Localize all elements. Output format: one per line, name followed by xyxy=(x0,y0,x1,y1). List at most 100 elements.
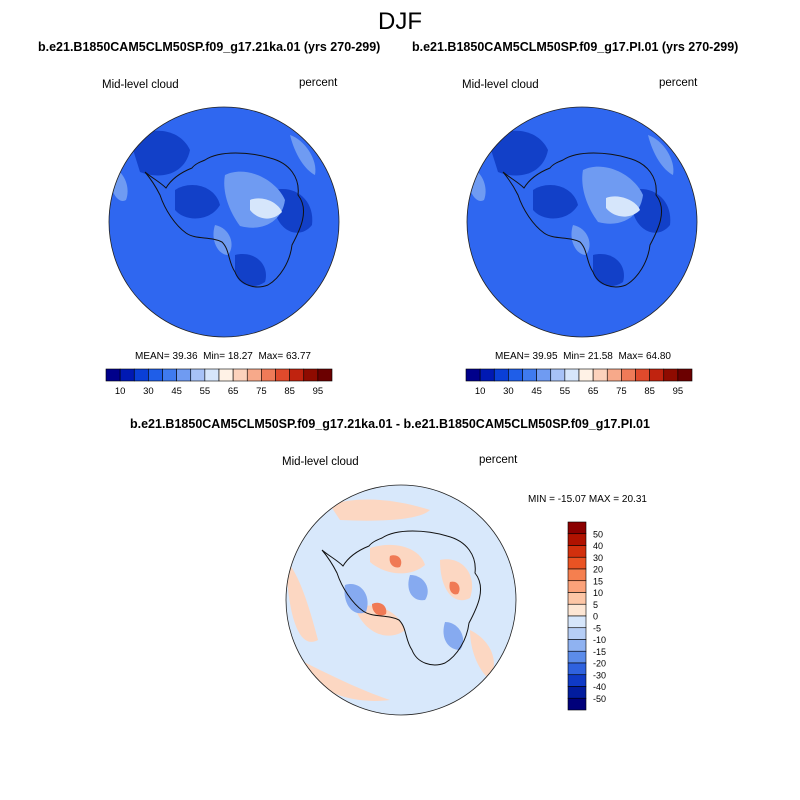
panel1-colorbar-box xyxy=(190,368,206,382)
panel3-colorbar-tick-label: 15 xyxy=(593,576,603,586)
panel3-colorbar-box xyxy=(567,686,587,699)
map3-field-strong-positive-region xyxy=(372,602,387,616)
map3-field-strong-positive-region xyxy=(449,581,460,595)
panel3-title: b.e21.B1850CAM5CLM50SP.f09_g17.21ka.01 -… xyxy=(130,417,650,431)
panel1-min-label: Min= xyxy=(203,351,226,362)
map1-field-light-region xyxy=(290,135,316,175)
map1-field-dark-region xyxy=(175,185,220,219)
panel3-stats: MIN = -15.07 MAX = 20.31 xyxy=(528,494,647,505)
panel3-colorbar-box xyxy=(567,568,587,582)
panel2-colorbar-tick-label: 45 xyxy=(531,386,542,397)
map-panel2 xyxy=(466,106,698,338)
panel3-colorbar-tick-label: -40 xyxy=(593,682,606,692)
panel2-colorbar-box xyxy=(508,368,523,382)
panel3-colorbar-box xyxy=(567,650,587,664)
panel3-colorbar-box xyxy=(567,662,587,676)
panel3-colorbar-box xyxy=(567,603,587,617)
panel2-colorbar-tick-label: 65 xyxy=(588,386,599,397)
panel2-min-value: 21.58 xyxy=(587,351,613,362)
map-panel3 xyxy=(285,484,517,716)
map2-boundary xyxy=(466,106,698,338)
panel3-colorbar-box xyxy=(567,615,587,629)
map2-field-dark-region xyxy=(593,254,624,287)
panel3-colorbar-box xyxy=(567,627,587,640)
map3-coastline xyxy=(321,530,481,666)
panel1-colorbar-box xyxy=(261,368,276,382)
panel3-colorbar-tick-label: 20 xyxy=(593,565,603,575)
map1-field-dark-region xyxy=(235,254,266,287)
panel2-colorbar-box xyxy=(663,368,679,382)
panel2-colorbar-box xyxy=(550,368,566,382)
panel1-colorbar-tick-label: 75 xyxy=(256,386,267,397)
panel2-colorbar-box xyxy=(621,368,636,382)
panel2-colorbar: 10 30 45 55 65 75 85 95 xyxy=(465,368,693,397)
panel1-colorbar-box xyxy=(105,368,121,382)
panel1-colorbar-box xyxy=(176,368,192,382)
map1-field-dark-region xyxy=(130,130,190,176)
panel1-max-label: Max= xyxy=(258,351,284,362)
panel2-max-value: 64.80 xyxy=(645,351,671,362)
panel3-units-label: percent xyxy=(479,454,518,466)
panel2-colorbar-box xyxy=(479,368,495,382)
panel1-colorbar-box xyxy=(275,368,290,382)
panel2-colorbar-box xyxy=(493,368,509,382)
panel3-colorbar-tick-label: 10 xyxy=(593,588,603,598)
panel1-colorbar-box xyxy=(119,368,135,382)
map2-field-dark-region xyxy=(488,130,548,176)
map2-field-dark-region xyxy=(533,185,578,219)
map3-field-negative-region xyxy=(344,584,368,614)
panel3-colorbar-box xyxy=(567,521,587,535)
panel2-colorbar-box xyxy=(606,368,622,382)
panel3-colorbar-box xyxy=(567,697,587,711)
panel3-colorbar-box xyxy=(567,545,587,558)
map2-field-light-region xyxy=(571,225,590,255)
panel1-colorbar-box xyxy=(148,368,163,382)
panel2-colorbar-tick-label: 30 xyxy=(503,386,514,397)
panel1-colorbar-tick-label: 30 xyxy=(143,386,154,397)
panel1-colorbar-tick-label: 45 xyxy=(171,386,182,397)
panel3-colorbar-tick-label: -5 xyxy=(593,623,601,633)
panel1-colorbar: 10 30 45 55 65 75 85 95 xyxy=(105,368,333,397)
figure-title: DJF xyxy=(378,8,422,35)
panel2-colorbar-box xyxy=(635,368,650,382)
panel3-colorbar-box xyxy=(567,592,587,605)
panel3-colorbar-box xyxy=(567,556,587,570)
map3-field-positive-region xyxy=(470,630,494,680)
panel3-colorbar-box xyxy=(567,533,587,546)
panel2-min-label: Min= xyxy=(563,351,586,362)
panel2-colorbar-tick-label: 75 xyxy=(616,386,627,397)
panel1-colorbar-box xyxy=(133,368,149,382)
map3-field-positive-region xyxy=(286,560,318,642)
panel1-colorbar-box xyxy=(289,368,305,382)
panel3-colorbar-tick-label: -50 xyxy=(593,694,606,704)
panel3-colorbar-tick-label: -10 xyxy=(593,635,606,645)
panel3-colorbar-box xyxy=(567,580,587,593)
panel3-colorbar-box xyxy=(567,674,587,687)
panel3-colorbar-tick-label: -20 xyxy=(593,659,606,669)
map3-field xyxy=(286,485,516,715)
panel2-mean-label: MEAN= xyxy=(495,351,530,362)
map2-field-light-region xyxy=(648,135,674,175)
panel3-colorbar-tick-label: 30 xyxy=(593,553,603,563)
panel2-units-label: percent xyxy=(659,77,698,89)
panel2-max-label: Max= xyxy=(618,351,644,362)
panel1-mean-value: 39.36 xyxy=(172,351,198,362)
panel2-colorbar-box xyxy=(536,368,552,382)
panel1-max-value: 63.77 xyxy=(285,351,311,362)
map-panel1 xyxy=(108,106,340,338)
panel2-colorbar-box xyxy=(465,368,481,382)
map1-coastline xyxy=(144,152,304,288)
panel3-colorbar-tick-label: 5 xyxy=(593,600,598,610)
map3-field-positive-region xyxy=(330,499,430,521)
panel2-colorbar-box xyxy=(522,368,537,382)
panel1-colorbar-box xyxy=(204,368,220,382)
panel3-colorbar-tick-label: 40 xyxy=(593,541,603,551)
panel2-mean-value: 39.95 xyxy=(532,351,558,362)
map3-boundary xyxy=(285,484,517,716)
map2-coastline xyxy=(502,152,662,288)
panel3-colorbar-tick-label: 0 xyxy=(593,612,598,622)
panel2-colorbar-box xyxy=(564,368,580,382)
panel3-variable-label: Mid-level cloud xyxy=(282,456,359,468)
